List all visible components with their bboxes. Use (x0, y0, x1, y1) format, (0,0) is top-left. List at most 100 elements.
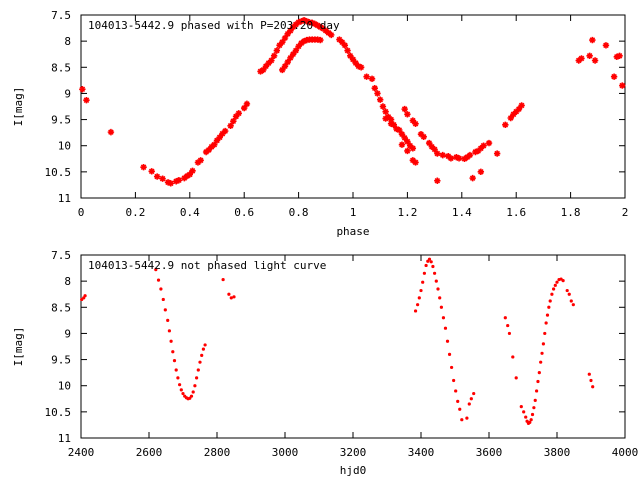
data-point (270, 52, 278, 59)
data-point (176, 376, 180, 380)
data-point (295, 43, 302, 50)
data-point (555, 280, 559, 284)
data-point (458, 407, 462, 411)
data-point (431, 264, 435, 269)
data-point (202, 148, 210, 156)
data-point (439, 151, 446, 159)
data-point (387, 120, 395, 127)
data-point (404, 138, 411, 145)
data-point (292, 47, 300, 54)
data-point (181, 391, 185, 396)
data-point (390, 121, 397, 128)
data-point (591, 57, 599, 64)
data-point (434, 177, 441, 184)
data-point (193, 384, 197, 388)
data-point (591, 385, 595, 389)
data-point (472, 148, 479, 156)
data-point (539, 360, 543, 364)
data-point (532, 406, 536, 410)
chart-title: 104013-5442.9 not phased light curve (88, 259, 326, 272)
data-point (530, 412, 535, 417)
y-axis-label: I[mag] (12, 87, 25, 127)
data-point (167, 180, 174, 187)
data-point (552, 287, 556, 291)
y-tick-label: 8 (64, 275, 71, 288)
data-point (528, 420, 532, 424)
data-point (419, 288, 423, 293)
data-point (547, 305, 551, 309)
data-point (273, 47, 281, 54)
data-point (317, 23, 324, 31)
data-point (417, 131, 425, 138)
data-point (445, 339, 450, 343)
data-point (613, 53, 621, 61)
data-point (159, 175, 166, 182)
data-point (179, 388, 183, 392)
data-point (198, 360, 202, 364)
data-point (197, 157, 204, 164)
data-point (387, 116, 395, 123)
x-tick-label: 0 (78, 206, 85, 219)
data-point (413, 309, 418, 313)
data-point (344, 47, 351, 54)
data-point (561, 279, 565, 283)
data-point (409, 117, 417, 124)
data-point (219, 130, 226, 137)
x-tick-label: 1.2 (397, 206, 417, 219)
data-point (281, 63, 289, 70)
data-point (268, 57, 275, 64)
data-point (166, 318, 170, 322)
data-point (107, 128, 115, 136)
data-point (506, 323, 510, 328)
data-point (163, 308, 167, 312)
data-point (368, 75, 376, 82)
data-point (235, 110, 242, 117)
data-point (175, 177, 183, 184)
y-tick-label: 9.5 (51, 354, 71, 367)
data-point (347, 52, 354, 59)
data-point (385, 113, 392, 121)
plot-frame (80, 14, 626, 199)
data-point (510, 111, 517, 118)
data-point (241, 104, 248, 112)
data-point (221, 127, 229, 135)
data-point (540, 351, 544, 355)
data-point (211, 141, 218, 148)
data-point (409, 145, 417, 152)
y-tick-label: 8.5 (51, 301, 71, 314)
data-point (201, 347, 205, 351)
data-point (401, 105, 408, 113)
data-point (586, 52, 593, 59)
data-point (295, 19, 302, 26)
data-point (421, 280, 425, 284)
y-tick-label: 9 (64, 87, 71, 100)
data-point (287, 27, 294, 34)
data-point (161, 297, 165, 302)
data-point (153, 173, 161, 180)
x-tick-label: 0.2 (125, 206, 145, 219)
data-point (140, 163, 147, 171)
data-point (262, 63, 270, 70)
y-axis-label: I[mag] (12, 327, 25, 367)
x-tick-label: 3600 (476, 446, 503, 459)
data-point (619, 82, 626, 89)
data-point (439, 305, 443, 309)
data-point (279, 66, 286, 74)
data-point (309, 19, 316, 27)
data-point (548, 299, 552, 303)
data-point (398, 131, 406, 138)
data-point (169, 339, 173, 343)
data-point (425, 139, 433, 147)
data-point (181, 174, 188, 182)
data-point (422, 271, 426, 275)
data-point (213, 137, 221, 144)
data-point (230, 117, 237, 125)
data-point (186, 171, 193, 178)
y-tick-label: 11 (58, 192, 71, 205)
data-point (537, 371, 541, 375)
x-tick-label: 1.4 (452, 206, 472, 219)
x-tick-label: 2800 (204, 446, 231, 459)
data-point (464, 154, 471, 161)
data-point (441, 316, 446, 320)
data-point (396, 126, 403, 134)
